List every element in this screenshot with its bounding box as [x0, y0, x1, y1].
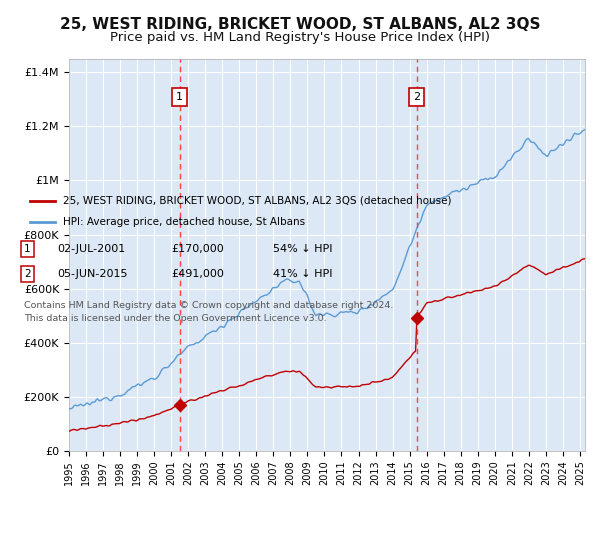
Text: 02-JUL-2001: 02-JUL-2001 [57, 244, 125, 254]
Text: 1: 1 [24, 244, 31, 254]
Text: Price paid vs. HM Land Registry's House Price Index (HPI): Price paid vs. HM Land Registry's House … [110, 31, 490, 44]
Text: £491,000: £491,000 [171, 269, 224, 279]
Text: Contains HM Land Registry data © Crown copyright and database right 2024.
This d: Contains HM Land Registry data © Crown c… [24, 301, 394, 323]
Text: 54% ↓ HPI: 54% ↓ HPI [273, 244, 332, 254]
Text: £170,000: £170,000 [171, 244, 224, 254]
Text: HPI: Average price, detached house, St Albans: HPI: Average price, detached house, St A… [63, 217, 305, 227]
Text: 2: 2 [413, 92, 421, 102]
Text: 2: 2 [24, 269, 31, 279]
Text: 1: 1 [176, 92, 183, 102]
Text: 25, WEST RIDING, BRICKET WOOD, ST ALBANS, AL2 3QS (detached house): 25, WEST RIDING, BRICKET WOOD, ST ALBANS… [63, 196, 452, 206]
Text: 25, WEST RIDING, BRICKET WOOD, ST ALBANS, AL2 3QS: 25, WEST RIDING, BRICKET WOOD, ST ALBANS… [60, 17, 540, 32]
Text: 41% ↓ HPI: 41% ↓ HPI [273, 269, 332, 279]
Text: 05-JUN-2015: 05-JUN-2015 [57, 269, 128, 279]
